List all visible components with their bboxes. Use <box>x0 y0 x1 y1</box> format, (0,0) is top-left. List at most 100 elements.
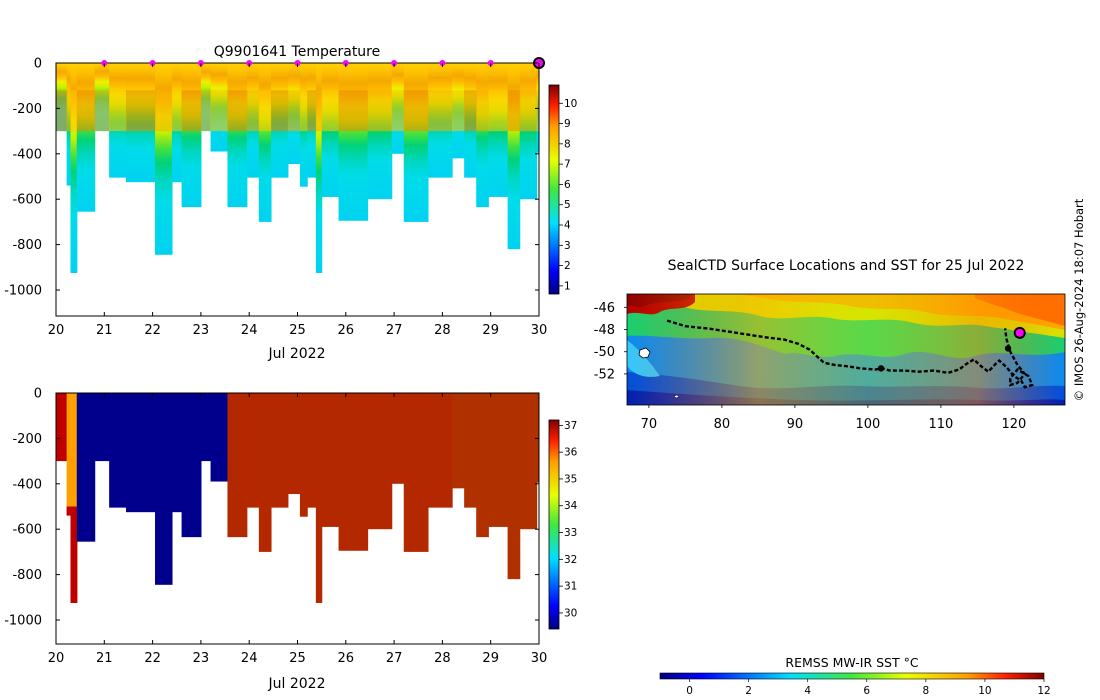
temperature-warm-band-1 <box>66 90 72 132</box>
colorbar-tick-label: 34 <box>564 500 578 512</box>
x-tick-label: 30 <box>531 323 548 338</box>
temperature-warm-band-14 <box>258 90 272 132</box>
temperature-warm-band-21 <box>338 90 369 132</box>
colorbar-tick-label: 35 <box>564 473 577 485</box>
salinity-colorbar-ticks: 30 31 32 33 34 35 36 37 <box>559 420 578 619</box>
x-tick-label: 22 <box>144 651 161 666</box>
colorbar-tick-label: 6 <box>564 179 571 191</box>
salinity-colorbar <box>548 419 560 630</box>
salinity-deep-layer-2 <box>70 506 78 603</box>
temperature-warm-band-2 <box>70 90 78 132</box>
temperature-warm-band-5 <box>109 90 127 132</box>
temperature-profile-2 <box>70 63 78 273</box>
salinity-heatmap <box>56 393 539 603</box>
salinity-profile-25 <box>427 393 453 508</box>
x-tick-label: 26 <box>338 651 355 666</box>
temperature-warm-band-7 <box>155 90 173 132</box>
sst-tick-label: 10 <box>978 685 991 697</box>
temperature-colorbar-ticks: 1 2 3 4 5 6 7 8 9 10 <box>559 98 577 292</box>
temperature-warm-band-23 <box>391 90 405 132</box>
map-x-tick-label: 80 <box>714 417 731 432</box>
temperature-title: Q9901641 Temperature <box>214 44 381 60</box>
salinity-profile-6 <box>126 393 156 513</box>
temperature-warm-band-29 <box>488 90 509 132</box>
temperature-warm-band-13 <box>246 90 260 132</box>
temperature-profile-19 <box>315 63 323 273</box>
colorbar-tick-label: 9 <box>564 118 571 130</box>
map-x-tick-label: 100 <box>855 417 880 432</box>
colorbar-tick-label: 37 <box>564 420 577 432</box>
map-y-tick-label: -52 <box>594 367 615 382</box>
imos-credit: © IMOS 26-Aug-2024 18:07 Hobart <box>1072 198 1086 401</box>
salinity-y-ticks: 0 -200 -400 -600 -800 -1000 <box>4 387 539 629</box>
colorbar-tick-label: 36 <box>564 447 578 459</box>
y-tick-label: -200 <box>12 432 42 447</box>
temperature-warm-band-12 <box>227 90 248 132</box>
salinity-x-label: Jul 2022 <box>268 676 326 692</box>
colorbar-tick-label: 3 <box>564 240 571 252</box>
temperature-profile-24 <box>403 63 429 222</box>
temperature-panel: Q9901641 Temperature 20 21 22 23 24 25 26 27 28 2… <box>4 44 577 362</box>
y-tick-label: 0 <box>34 387 42 402</box>
temperature-warm-band-17 <box>299 90 308 132</box>
salinity-profile-12 <box>227 393 248 538</box>
temperature-profile-9 <box>181 63 202 208</box>
temperature-warm-band-10 <box>200 90 212 132</box>
temperature-warm-band-6 <box>126 90 156 132</box>
salinity-profile-22 <box>367 393 393 530</box>
sst-tick-label: 2 <box>745 685 752 697</box>
x-tick-label: 26 <box>338 323 355 338</box>
temperature-x-ticks: 20 21 22 23 24 25 26 27 28 29 30 <box>48 63 548 338</box>
salinity-profile-4 <box>94 393 110 462</box>
track-markers <box>877 326 1026 372</box>
temperature-profile-12 <box>227 63 248 208</box>
temperature-warm-band-32 <box>536 90 539 132</box>
salinity-profile-21 <box>338 393 369 551</box>
temperature-warm-band-18 <box>307 90 317 132</box>
map-panel: SealCTD Surface Locations and SST for 25… <box>594 258 1066 432</box>
salinity-profile-23 <box>391 393 405 484</box>
salinity-profile-10 <box>200 393 212 462</box>
temperature-profile-3 <box>76 63 96 212</box>
map-y-tick-label: -50 <box>594 345 615 360</box>
sst-tick-label: 0 <box>686 685 693 697</box>
colorbar-tick-label: 32 <box>564 554 577 566</box>
salinity-profile-1 <box>66 393 72 516</box>
x-tick-label: 24 <box>241 323 258 338</box>
y-tick-label: -1000 <box>4 614 42 629</box>
salinity-profile-24 <box>403 393 429 552</box>
map-x-tick-label: 120 <box>1001 417 1026 432</box>
colorbar-tick-label: 5 <box>564 199 571 211</box>
salinity-profile-3 <box>76 393 96 542</box>
temperature-warm-band-4 <box>94 90 110 132</box>
salinity-profile-0 <box>56 393 68 462</box>
salinity-profile-15 <box>270 393 289 508</box>
salinity-profile-18 <box>307 393 317 508</box>
colorbar-tick-label: 4 <box>564 220 571 232</box>
x-tick-label: 28 <box>434 651 451 666</box>
colorbar-tick-label: 31 <box>564 581 577 593</box>
salinity-profile-28 <box>476 393 489 538</box>
y-tick-label: -400 <box>12 477 42 492</box>
x-tick-label: 27 <box>386 323 403 338</box>
x-tick-label: 23 <box>193 323 210 338</box>
x-tick-label: 24 <box>241 651 258 666</box>
salinity-profile-5 <box>109 393 127 508</box>
temperature-warm-band-15 <box>270 90 289 132</box>
salinity-profile-32 <box>536 393 539 483</box>
x-tick-label: 21 <box>96 651 113 666</box>
map-x-ticks: 70 80 90 100 110 120 <box>641 405 1026 432</box>
x-tick-label: 27 <box>386 651 403 666</box>
y-tick-label: -600 <box>12 193 42 208</box>
temperature-x-label: Jul 2022 <box>268 346 326 362</box>
salinity-profile-29 <box>488 393 509 527</box>
x-tick-label: 29 <box>482 651 499 666</box>
y-tick-label: 0 <box>34 57 42 72</box>
sst-colorbar-ticks: 0 2 4 6 8 10 12 <box>686 679 1051 697</box>
x-tick-label: 21 <box>96 323 113 338</box>
salinity-profile-7 <box>155 393 173 585</box>
y-tick-label: -800 <box>12 568 42 583</box>
map-y-tick-label: -48 <box>594 323 615 338</box>
salinity-panel: 20 21 22 23 24 25 26 27 28 29 30 0 -200 -400 -600 -800… <box>4 387 577 693</box>
